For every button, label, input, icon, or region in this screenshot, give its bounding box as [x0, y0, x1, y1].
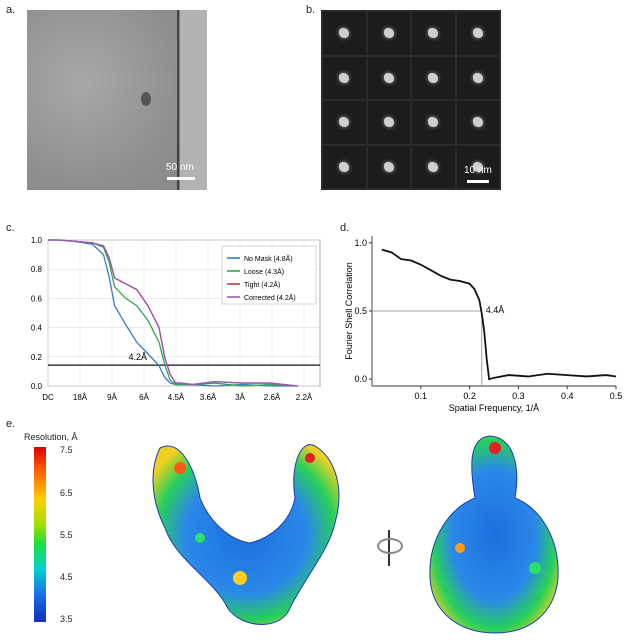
- x-tick-label: 0.2: [463, 391, 476, 401]
- scale-bar-b: [467, 180, 489, 183]
- res-tick: 5.5: [60, 530, 73, 540]
- particle-speck: [141, 92, 151, 106]
- panel-label-b: b.: [306, 4, 316, 16]
- resolution-title: Resolution, Å: [24, 432, 78, 442]
- carbon-edge: [177, 10, 207, 190]
- panel-label-c: c.: [6, 222, 15, 234]
- x-tick-label: 6Å: [139, 393, 149, 402]
- x-tick-label: 0.5: [610, 391, 623, 401]
- x-tick-label: 3Å: [235, 393, 245, 402]
- legend-label: Loose (4.3Å): [244, 267, 284, 276]
- panel-label-e: e.: [6, 418, 16, 430]
- y-tick-label: 0.0: [31, 382, 43, 391]
- class-average: [323, 12, 366, 55]
- fsc-curve: [381, 248, 617, 381]
- rotation-arrow-icon: [377, 538, 403, 554]
- scale-bar-a: [167, 177, 195, 180]
- class-average: [367, 101, 410, 144]
- class-average: [456, 101, 499, 144]
- fsc-chart: 0.0 0.5 1.0 0.1 0.2 0.3 0.4 0.5 Spatial Frequenc…: [344, 236, 623, 413]
- x-tick-label: 2.2Å: [296, 393, 313, 402]
- class-average: [323, 145, 366, 188]
- class-averages-grid: [321, 10, 501, 190]
- res-tick: 4.5: [60, 572, 73, 582]
- threshold-annotation: 4.4Å: [486, 305, 505, 315]
- x-tick-label: 0.1: [415, 391, 428, 401]
- y-tick-label: 1.0: [354, 238, 367, 248]
- series-line: [48, 239, 298, 387]
- class-average: [412, 12, 455, 55]
- fsc-chart-masks: 0.0 0.2 0.4 0.6 0.8 1.0 DC 18Å 9Å 6Å 4.5Å 3.6Å 3Å 2.6…: [31, 236, 321, 402]
- x-tick-label: DC: [42, 393, 54, 402]
- class-average: [456, 12, 499, 55]
- res-tick: 3.5: [60, 614, 73, 624]
- density-map-side: [429, 435, 559, 634]
- scale-text-a: 50 nm: [166, 162, 194, 173]
- class-average: [412, 145, 455, 188]
- panel-label-d: d.: [340, 222, 350, 234]
- legend-label: No Mask (4.8Å): [244, 254, 293, 263]
- x-axis-label: Spatial Frequency, 1/Å: [449, 403, 539, 413]
- x-tick-label: 2.6Å: [264, 393, 281, 402]
- x-tick-label: 0.3: [512, 391, 525, 401]
- legend-box: [221, 245, 317, 305]
- class-average: [456, 145, 499, 188]
- y-tick-label: 0.0: [354, 374, 367, 384]
- x-tick-label: 3.6Å: [200, 393, 217, 402]
- class-average: [412, 101, 455, 144]
- legend-label: Corrected (4.2Å): [244, 293, 296, 302]
- y-tick-label: 0.4: [31, 324, 43, 333]
- class-average: [367, 12, 410, 55]
- density-map-front: [152, 444, 340, 625]
- class-average: [367, 56, 410, 99]
- class-average: [323, 56, 366, 99]
- x-tick-label: 4.5Å: [168, 393, 185, 402]
- scale-text-b: 10 nm: [464, 165, 492, 176]
- y-axis-label: Fourier Shell Correlation: [344, 262, 354, 360]
- threshold-annotation: 4.2Å: [128, 352, 147, 362]
- series-line: [48, 239, 298, 387]
- x-tick-label: 0.4: [561, 391, 574, 401]
- y-tick-label: 0.8: [31, 265, 43, 274]
- class-average: [323, 101, 366, 144]
- y-tick-label: 0.6: [31, 294, 43, 303]
- y-tick-label: 0.5: [354, 306, 367, 316]
- legend-label: Tight (4.2Å): [244, 280, 280, 289]
- class-average: [412, 56, 455, 99]
- x-tick-label: 9Å: [107, 393, 117, 402]
- legend: No Mask (4.8Å) Loose (4.3Å) Tight (4.2Å) Co…: [221, 245, 317, 305]
- class-average: [367, 145, 410, 188]
- res-tick: 7.5: [60, 445, 73, 455]
- x-tick-label: 18Å: [73, 393, 88, 402]
- resolution-colorbar: [34, 447, 46, 622]
- res-tick: 6.5: [60, 488, 73, 498]
- y-tick-label: 0.2: [31, 353, 43, 362]
- class-average: [456, 56, 499, 99]
- panel-label-a: a.: [6, 4, 16, 16]
- y-tick-label: 1.0: [31, 236, 43, 245]
- micrograph-image: 50 nm: [27, 10, 207, 190]
